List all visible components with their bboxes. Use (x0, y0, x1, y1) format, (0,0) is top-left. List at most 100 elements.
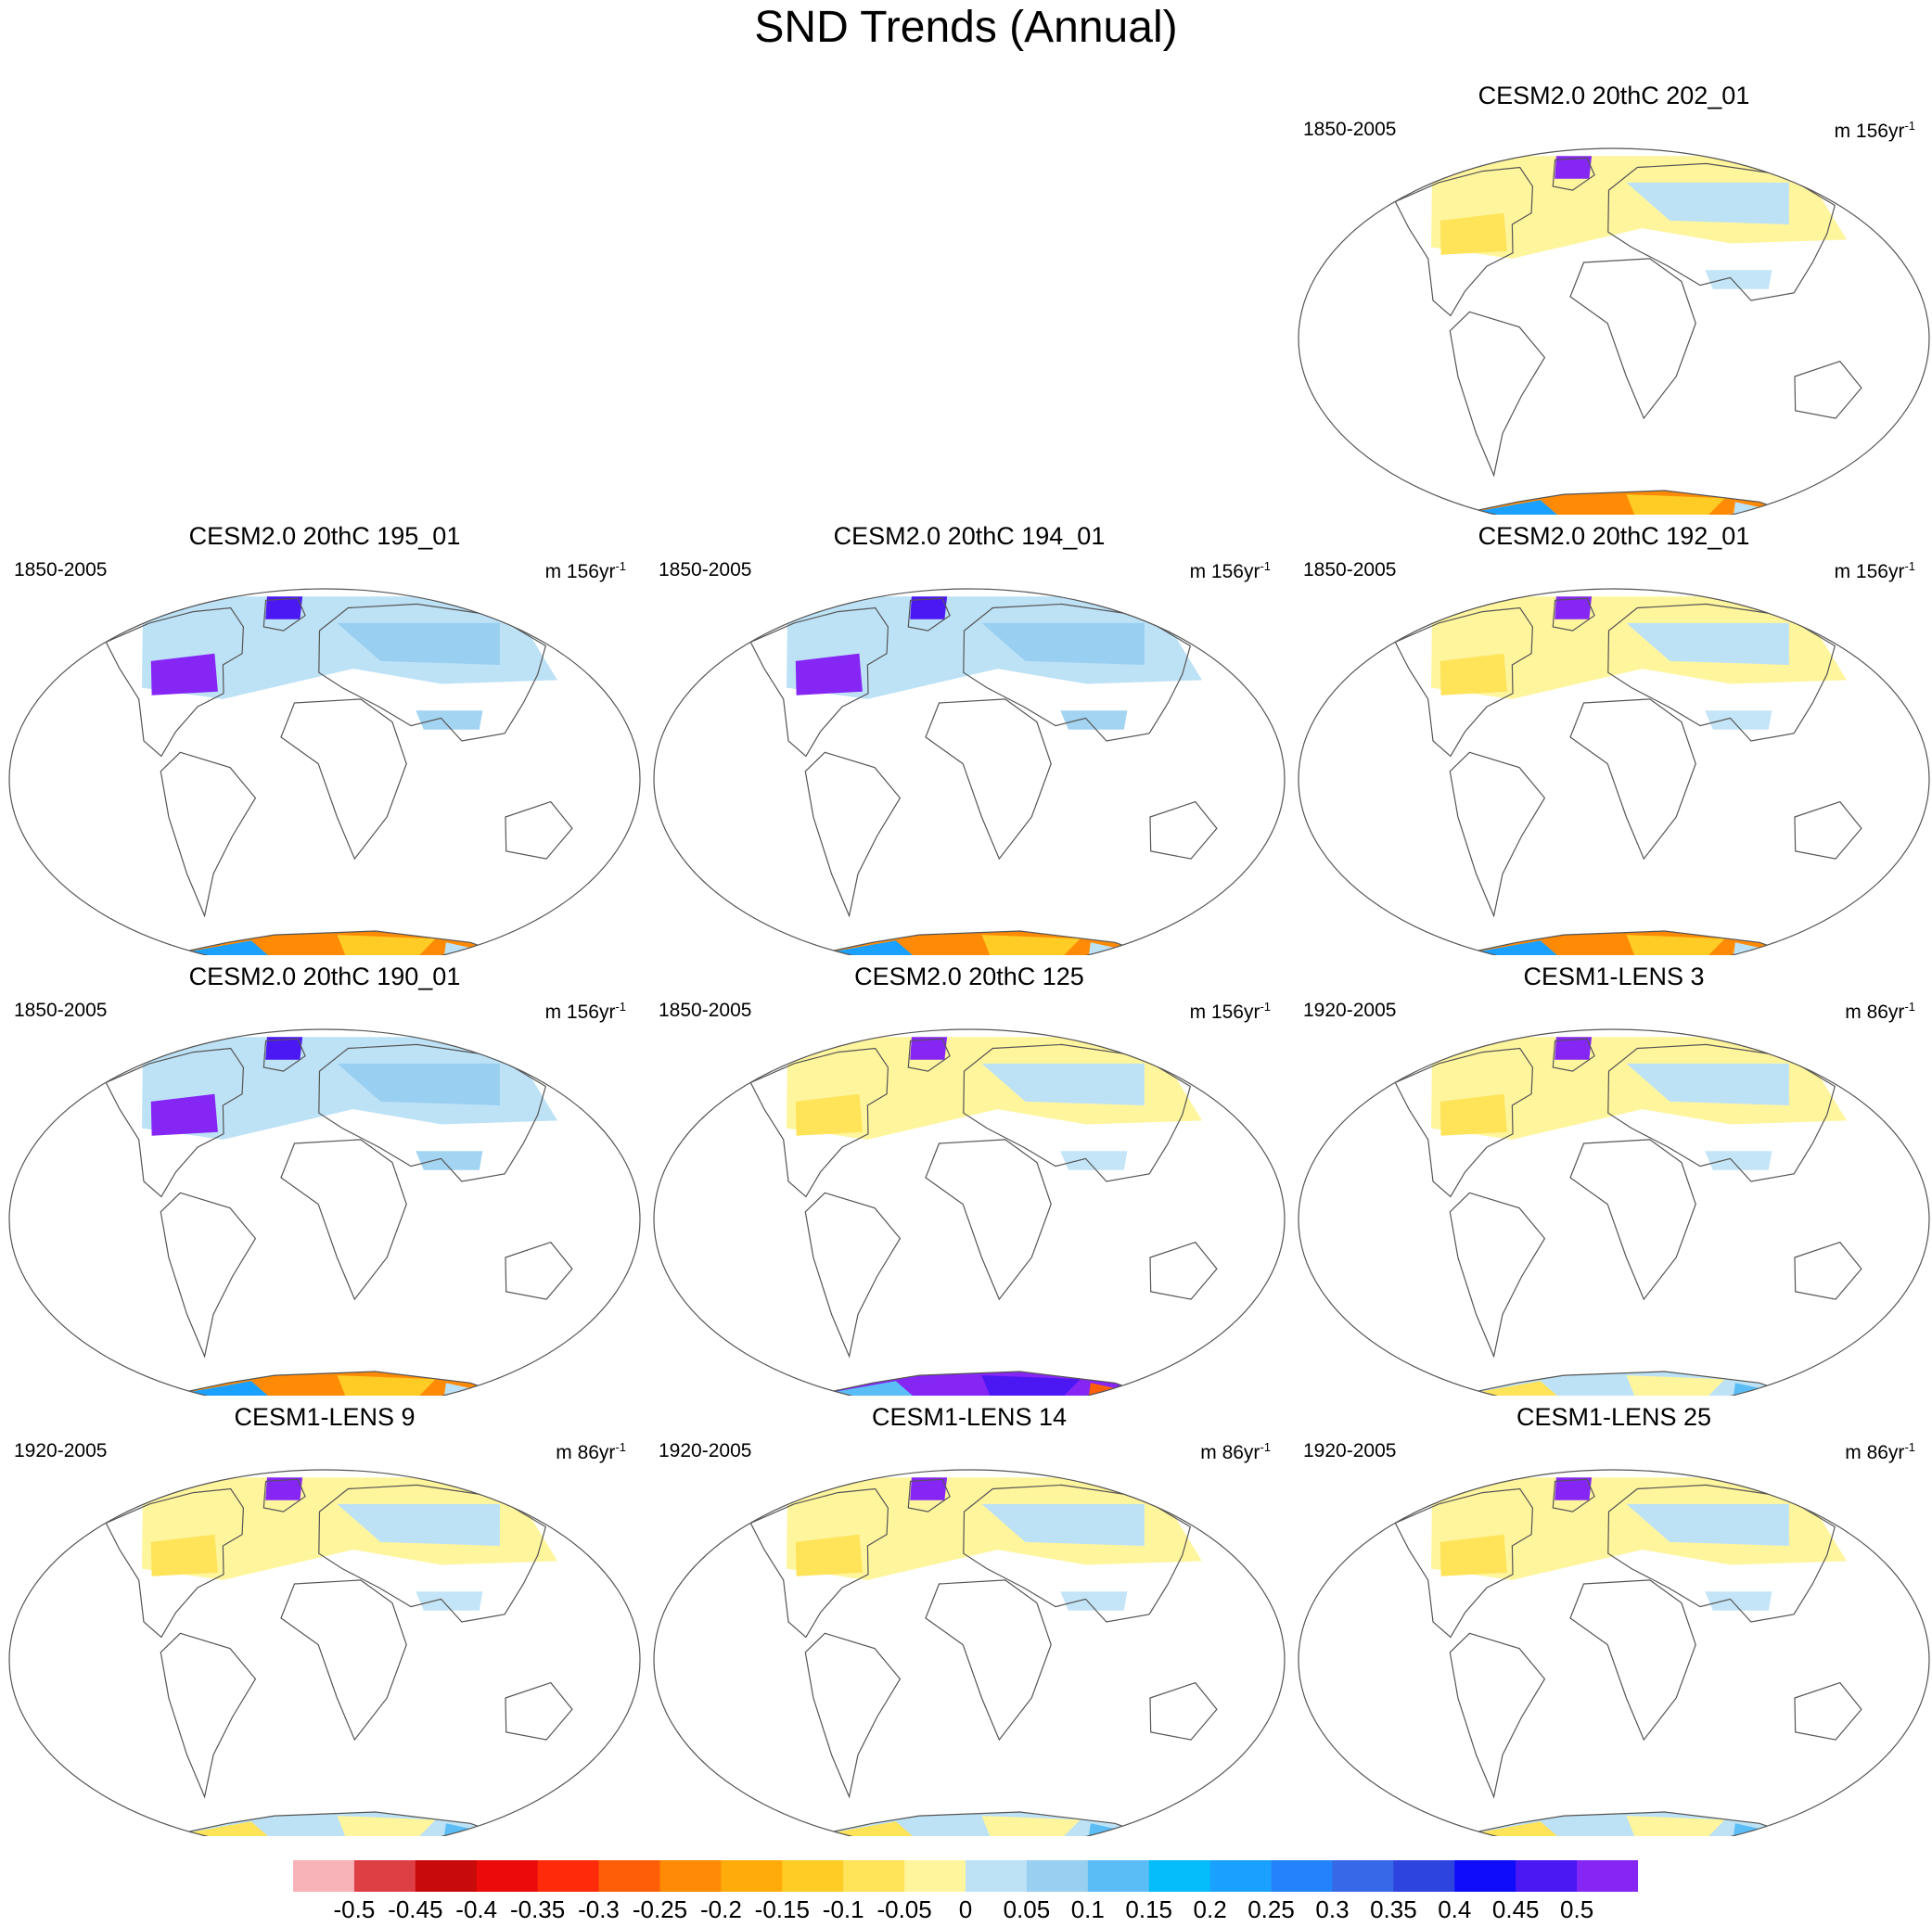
coastline-southAmerica (1449, 311, 1546, 478)
coastline-northAmerica (749, 1047, 889, 1198)
tibet-snow-field (1705, 1591, 1772, 1611)
tibet-snow-field (1060, 710, 1128, 730)
coastline-africa (925, 698, 1052, 861)
colorbar-swatch (1209, 1860, 1273, 1892)
eurasia-snow-field (1626, 1503, 1789, 1546)
coastline-eurasia (963, 1043, 1192, 1182)
east-antarctic-field (1626, 494, 1725, 515)
coastline-eurasia (963, 1484, 1192, 1623)
east-antarctic-field (981, 1816, 1081, 1836)
greenland-snow-field (1555, 1037, 1593, 1060)
coastline-greenland (1552, 157, 1595, 191)
coastline-southAmerica (804, 1632, 902, 1799)
panel-units: m 86yr-1 (1200, 1440, 1271, 1463)
panel-title: CESM1-LENS 25 (1516, 1403, 1712, 1431)
nh-snow-field (787, 1037, 1202, 1140)
panel-units: m 86yr-1 (1845, 1440, 1915, 1463)
colorbar-tick-label: 0.3 (1315, 1895, 1350, 1923)
west-antarctic-field (1453, 500, 1571, 515)
coastline-northAmerica (1394, 1487, 1534, 1639)
tibet-snow-field (416, 710, 483, 730)
panel-title: CESM2.0 20thC 192_01 (1478, 522, 1750, 550)
colorbar-swatch (1271, 1860, 1333, 1892)
greenland-snow-field (1555, 596, 1593, 619)
east-antarctic-field (1626, 1375, 1725, 1396)
panel-title: CESM1-LENS 3 (1523, 963, 1705, 990)
coastline-greenland (262, 1478, 306, 1512)
coastline-africa (1569, 1139, 1696, 1301)
west-antarctic-field (1453, 940, 1571, 955)
west-antarctic-field (164, 1381, 282, 1396)
na-snow-field (795, 1534, 863, 1576)
colorbar-tick-label: 0.1 (1070, 1895, 1105, 1923)
east-antarctic-field (1626, 935, 1725, 955)
map-panel: CESM2.0 20thC 192_01 1850-2005 m 156yr-1 (1294, 522, 1932, 955)
coastline-africa (280, 698, 407, 861)
colorbar-swatch (843, 1860, 905, 1892)
na-snow-field (1439, 653, 1507, 696)
panel-years: 1850-2005 (659, 559, 752, 581)
coastline-southAmerica (804, 1192, 902, 1359)
west-antarctic-field (1453, 1821, 1571, 1836)
coastline-eurasia (1607, 1484, 1836, 1623)
colorbar-swatch (966, 1860, 1028, 1892)
coastline-australia (1149, 1241, 1218, 1300)
coastline-northAmerica (1394, 1047, 1534, 1198)
eurasia-snow-field (337, 622, 500, 665)
coastline-africa (925, 1579, 1052, 1742)
coastline-northAmerica (105, 606, 245, 758)
panel-units: m 86yr-1 (556, 1440, 626, 1463)
nh-snow-field (787, 1477, 1202, 1580)
coastline-antarctica (1452, 490, 1798, 515)
coastline-australia (1794, 1241, 1862, 1300)
coastline-australia (505, 800, 573, 860)
map-border (8, 1469, 641, 1836)
colorbar-tick-label: 0.5 (1560, 1895, 1594, 1923)
map-panel: CESM1-LENS 14 1920-2005 m 86yr-1 (649, 1403, 1289, 1836)
west-antarctic-field (809, 1381, 927, 1396)
coastline-africa (280, 1579, 407, 1742)
coastline-eurasia (963, 603, 1192, 742)
colorbar-tick-label: -0.3 (578, 1895, 620, 1923)
map-panel: CESM2.0 20thC 195_01 1850-2005 m 156yr-1 (5, 522, 645, 955)
coastline-eurasia (1607, 1043, 1836, 1182)
map-panel: CESM2.0 20thC 194_01 1850-2005 m 156yr-1 (649, 522, 1289, 955)
colorbar-swatch (904, 1860, 966, 1892)
eurasia-snow-field (337, 1503, 500, 1546)
eurasia-snow-field (1626, 1063, 1789, 1105)
coastline-australia (505, 1681, 573, 1741)
colorbar (293, 1860, 1638, 1892)
map-border (8, 1028, 641, 1396)
tibet-snow-field (1705, 270, 1772, 289)
coastline-southAmerica (804, 751, 902, 918)
map-panel: CESM2.0 20thC 190_01 1850-2005 m 156yr-1 (5, 963, 645, 1396)
tibet-snow-field (1705, 1151, 1772, 1170)
map-border (8, 588, 641, 955)
colorbar-swatch (353, 1860, 416, 1892)
colorbar-swatch (1516, 1860, 1578, 1892)
coastline-northAmerica (105, 1047, 245, 1198)
colorbar-tick-label: 0.45 (1491, 1895, 1540, 1923)
coastline-australia (1794, 800, 1862, 860)
nh-snow-field (1431, 596, 1847, 699)
coastline-africa (1569, 1579, 1696, 1742)
coastline-eurasia (318, 603, 547, 742)
colorbar-tick-label: 0.35 (1370, 1895, 1417, 1923)
panel-years: 1920-2005 (659, 1440, 752, 1461)
tibet-snow-field (416, 1151, 483, 1170)
panel-years: 1850-2005 (1303, 119, 1397, 140)
coastline-southAmerica (1449, 751, 1546, 918)
colorbar-tick-label: 0.2 (1193, 1895, 1227, 1923)
map-svg (653, 588, 1286, 955)
map-border (653, 588, 1286, 955)
coastline-antarctica (163, 930, 509, 955)
coastline-antarctica (808, 930, 1154, 955)
colorbar-swatch (537, 1860, 600, 1892)
map-panel: CESM1-LENS 25 1920-2005 m 86yr-1 (1294, 1403, 1932, 1836)
panel-years: 1920-2005 (1303, 1000, 1397, 1021)
na-snow-field (795, 1093, 863, 1136)
coastline-northAmerica (749, 1487, 889, 1639)
map-panel: CESM2.0 20thC 125 1850-2005 m 156yr-1 (649, 963, 1289, 1396)
eurasia-snow-field (1626, 622, 1789, 665)
east-antarctic-field (337, 935, 436, 955)
